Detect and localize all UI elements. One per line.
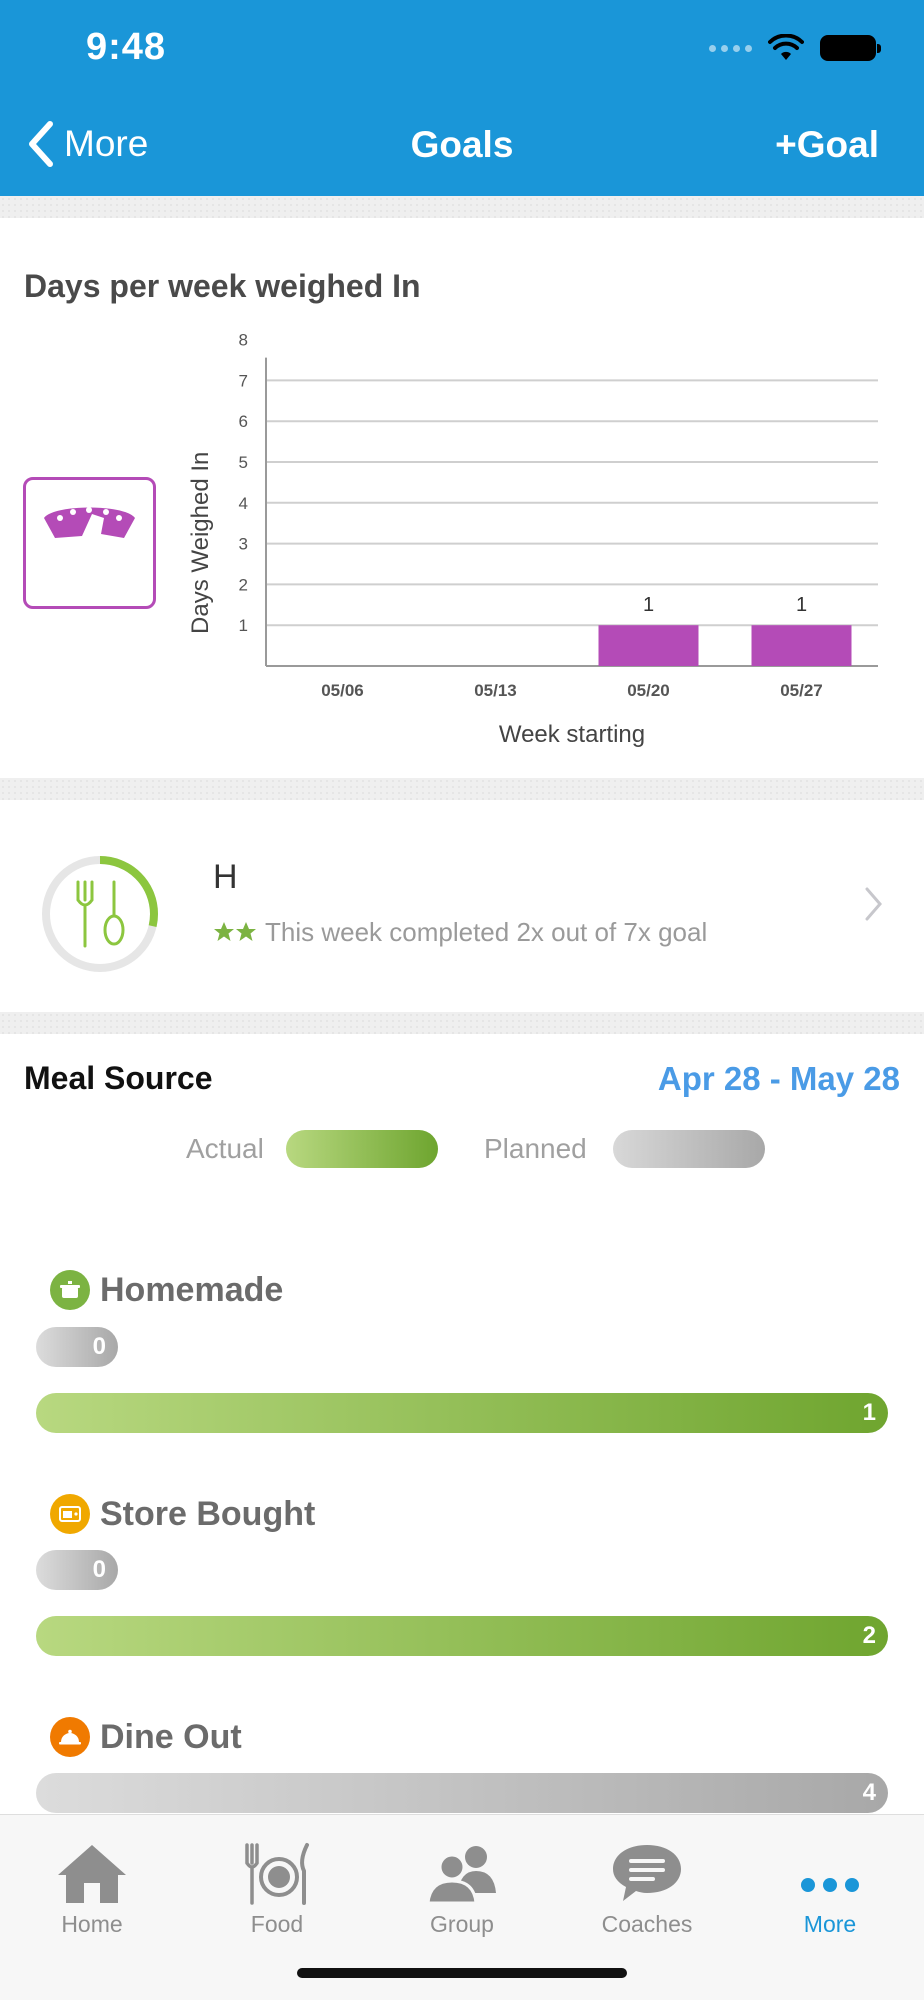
goal-name: H: [213, 858, 238, 896]
category-dine-out: Dine Out: [50, 1717, 242, 1757]
weigh-in-bar-chart: 1 2 3 4 5 6 7 8 05/06 05/13 1 05/20 1 05/27 Week start…: [187, 331, 878, 748]
battery-icon: [820, 35, 881, 61]
goal-description: This week completed 2x out of 7x goal: [265, 917, 708, 947]
category-label: Homemade: [100, 1270, 284, 1309]
cloche-icon: [50, 1717, 90, 1757]
goal-progress-ring: [42, 856, 158, 972]
meal-source-title: Meal Source: [24, 1060, 213, 1096]
fork-knife-icon: [76, 880, 125, 948]
status-icons: [709, 34, 881, 62]
pot-icon: [50, 1270, 90, 1310]
y-axis-title: Days Weighed In: [187, 452, 214, 634]
tab-group[interactable]: Group: [392, 1823, 532, 1938]
y-tick-label: 3: [239, 535, 248, 554]
home-icon: [58, 1845, 126, 1903]
scale-graphic: [44, 507, 135, 538]
x-axis-title: Week starting: [499, 721, 645, 748]
bar-05-20: [598, 625, 699, 666]
goal-status: This week completed 2x out of 7x goal: [213, 917, 707, 948]
chevron-right-icon: [865, 887, 882, 921]
x-tick-label: 05/13: [474, 681, 517, 700]
bar-05-27: [751, 625, 852, 666]
data-label: 1: [796, 594, 807, 616]
wifi-icon: [768, 34, 804, 60]
status-time: 9:48: [86, 26, 167, 68]
date-range-selector[interactable]: Apr 28 - May 28: [657, 1060, 900, 1097]
x-tick-label: 05/20: [627, 681, 670, 700]
legend-planned-label: Planned: [484, 1133, 587, 1164]
y-tick-label: 8: [239, 331, 248, 350]
food-icon: [245, 1843, 309, 1905]
planned-bar-homemade: 0: [36, 1327, 118, 1367]
y-tick-label: 2: [239, 575, 248, 594]
tab-home[interactable]: Home: [22, 1823, 162, 1938]
y-tick-label: 1: [239, 616, 248, 635]
tab-label: More: [803, 1911, 857, 1937]
stars-icon: [214, 921, 256, 941]
planned-bar-store-bought: 0: [36, 1550, 118, 1590]
category-label: Dine Out: [100, 1717, 242, 1756]
add-goal-button[interactable]: +Goal: [775, 124, 879, 165]
tab-label: Home: [61, 1911, 123, 1937]
coaches-icon: [613, 1845, 681, 1901]
navigation-header: 9:48 More Goals +Goal: [0, 0, 924, 196]
more-icon: [801, 1878, 859, 1892]
store-icon: [50, 1494, 90, 1534]
x-tick-label: 05/27: [780, 681, 823, 700]
section-divider: [0, 196, 924, 218]
legend-planned-swatch: [612, 1130, 765, 1168]
tab-more[interactable]: More: [760, 1823, 900, 1938]
category-homemade: Homemade: [50, 1270, 283, 1310]
y-tick-label: 5: [239, 453, 248, 472]
tab-bar: Home Food Group Coaches More: [0, 1814, 924, 2000]
group-icon: [426, 1846, 496, 1905]
legend-actual: Actual: [186, 1130, 438, 1168]
category-store-bought: Store Bought: [50, 1494, 315, 1534]
goal-row[interactable]: H This week completed 2x out of 7x goal: [0, 800, 924, 1012]
back-button-label: More: [64, 123, 149, 164]
cellular-signal-icon: [709, 44, 752, 52]
weigh-scale-icon[interactable]: [23, 477, 156, 609]
home-indicator: [297, 1968, 627, 1978]
legend-actual-label: Actual: [186, 1133, 264, 1164]
y-tick-label: 7: [239, 371, 248, 390]
tab-coaches[interactable]: Coaches: [577, 1823, 717, 1938]
tab-label: Coaches: [601, 1911, 693, 1937]
y-tick-label: 4: [239, 494, 248, 513]
section-divider: [0, 778, 924, 800]
x-tick-label: 05/06: [321, 681, 364, 700]
category-label: Store Bought: [100, 1494, 316, 1533]
tab-label: Group: [430, 1911, 494, 1937]
legend-planned: Planned: [484, 1130, 765, 1168]
tab-label: Food: [250, 1911, 304, 1937]
legend-actual-swatch: [285, 1130, 438, 1168]
tab-food[interactable]: Food: [207, 1823, 347, 1938]
chevron-left-icon: [29, 121, 53, 167]
weigh-in-chart-title: Days per week weighed In: [24, 268, 421, 304]
back-button[interactable]: More: [26, 120, 148, 168]
actual-bar-store-bought: 2: [36, 1616, 888, 1656]
actual-bar-homemade: 1: [36, 1393, 888, 1433]
data-label: 1: [643, 594, 654, 616]
page-title: Goals: [410, 124, 514, 165]
planned-bar-dine-out: 4: [36, 1773, 888, 1813]
y-tick-label: 6: [239, 412, 248, 431]
section-divider: [0, 1012, 924, 1034]
